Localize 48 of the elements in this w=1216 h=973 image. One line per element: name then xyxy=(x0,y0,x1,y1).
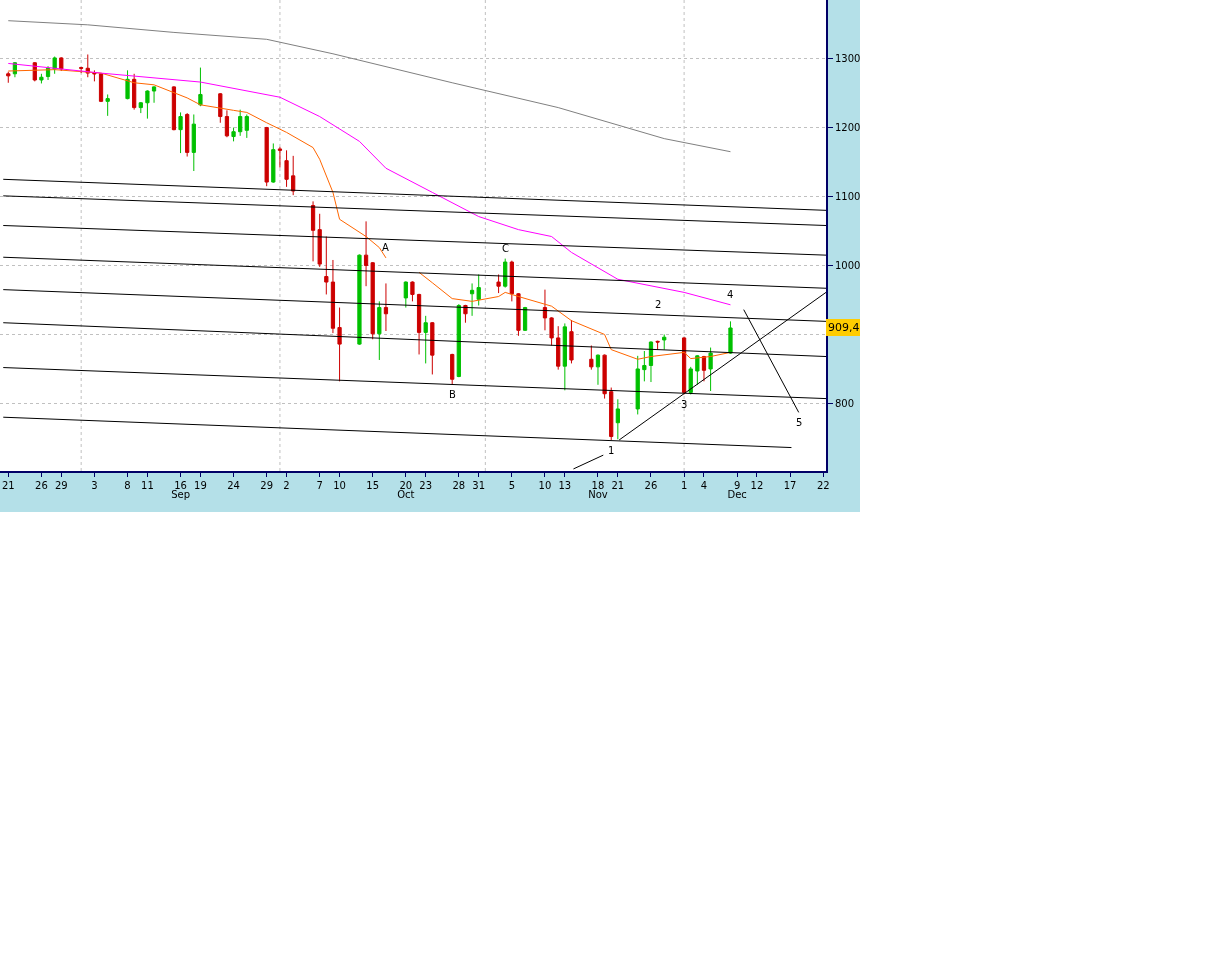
annotation: 909,4 xyxy=(828,321,860,334)
x-tick-label: 4 xyxy=(700,480,708,491)
x-tick-label: 29 xyxy=(54,480,68,491)
x-tick-label: 11 xyxy=(141,480,154,491)
x-tick-label: 16 xyxy=(174,480,187,491)
x2-tick-label: Oct xyxy=(397,489,415,500)
x-tick-label: 12 xyxy=(750,480,764,491)
x-tick-label: 20 xyxy=(399,480,413,491)
annotation: 1 xyxy=(608,445,615,456)
annotation: C xyxy=(502,243,509,254)
x-tick-label: 28 xyxy=(452,480,466,491)
x-tick-label: 23 xyxy=(419,480,433,491)
x-tick-label: 21 xyxy=(1,480,15,491)
x-tick-label: 13 xyxy=(558,480,572,491)
x2-tick-label: Nov xyxy=(588,489,608,500)
x2-tick-label: Dec xyxy=(727,489,747,500)
y-tick-label: 800 xyxy=(835,397,855,409)
x-tick-label: 3 xyxy=(91,480,98,491)
x-tick-label: 21 xyxy=(611,480,625,491)
x-tick-label: 18 xyxy=(591,480,605,491)
x-tick-label: 29 xyxy=(260,480,274,491)
x2-tick-label: Sep xyxy=(171,489,190,500)
annotation: 5 xyxy=(796,417,803,428)
x-tick-label: 9 xyxy=(733,480,741,491)
x-tick-label: 5 xyxy=(508,480,516,491)
x-tick-label: 26 xyxy=(644,480,658,491)
annotation: 2 xyxy=(655,299,662,310)
x-tick-label: 7 xyxy=(316,480,323,491)
annotation: 4 xyxy=(727,289,734,300)
y-tick-label: 1100 xyxy=(835,191,861,203)
x-tick-label: 31 xyxy=(472,480,486,491)
x-tick-label: 15 xyxy=(366,480,380,491)
x-tick-label: 1 xyxy=(680,480,688,491)
x-tick-label: 10 xyxy=(333,480,346,491)
x-tick-label: 8 xyxy=(124,480,131,491)
annotation: 3 xyxy=(681,399,688,410)
x-tick-label: 19 xyxy=(194,480,207,491)
y-tick-label: 1000 xyxy=(835,260,861,271)
x-tick-label: 26 xyxy=(35,480,48,491)
x-tick-label: 22 xyxy=(816,480,830,491)
x-tick-label: 17 xyxy=(783,480,797,491)
x-tick-label: 2 xyxy=(283,480,290,491)
annotation: B xyxy=(449,389,456,400)
y-tick-label: 1200 xyxy=(835,122,861,134)
x-tick-label: 24 xyxy=(227,480,240,491)
annotation: A xyxy=(382,242,389,253)
x-tick-label: 10 xyxy=(538,480,552,491)
y-tick-label: 1300 xyxy=(835,53,861,65)
